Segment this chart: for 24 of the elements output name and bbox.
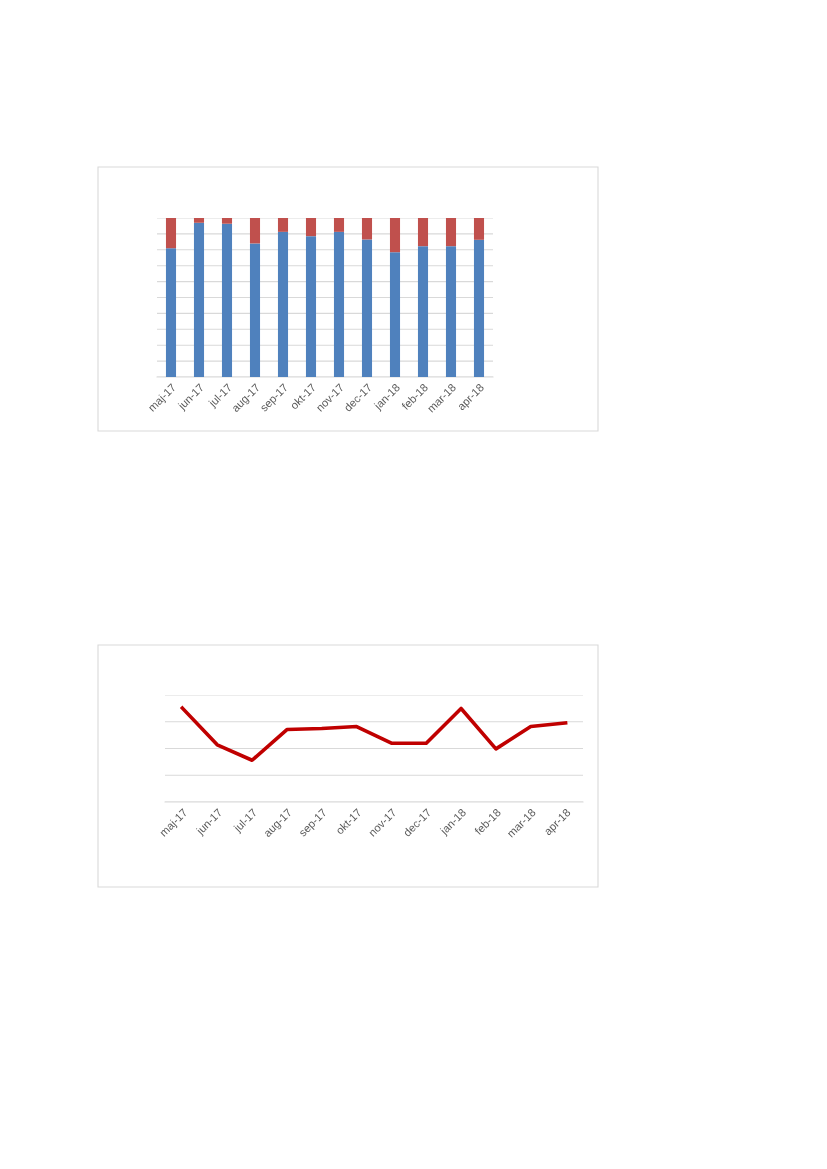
bar xyxy=(361,218,373,240)
bar xyxy=(165,218,177,249)
bar xyxy=(417,246,429,377)
bar xyxy=(417,218,429,247)
bar xyxy=(221,218,233,224)
bar xyxy=(305,236,317,377)
bar xyxy=(333,218,345,232)
bar xyxy=(389,252,401,377)
bar xyxy=(445,246,457,377)
bar xyxy=(277,218,289,232)
bar xyxy=(361,239,373,377)
bar xyxy=(193,218,205,223)
bar xyxy=(165,248,177,377)
bar xyxy=(445,218,457,247)
bar xyxy=(473,218,485,240)
bar xyxy=(249,243,261,377)
bar xyxy=(221,223,233,377)
bar xyxy=(305,218,317,237)
bar xyxy=(277,231,289,377)
bar xyxy=(473,239,485,377)
bar xyxy=(333,231,345,377)
bar xyxy=(249,218,261,244)
bar xyxy=(389,218,401,253)
bar xyxy=(193,222,205,377)
